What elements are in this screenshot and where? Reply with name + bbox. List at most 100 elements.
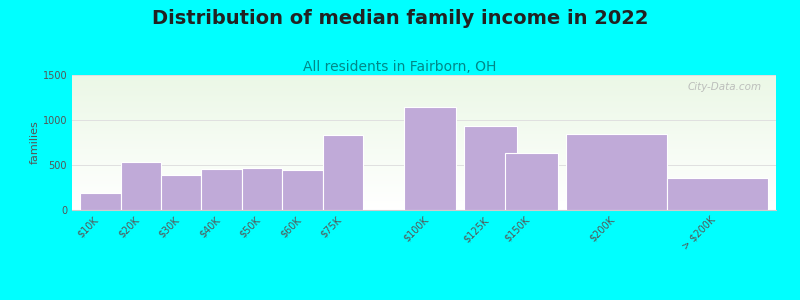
Bar — [72, 110, 776, 111]
Bar — [72, 97, 776, 98]
Bar — [72, 178, 776, 179]
Bar — [72, 209, 776, 210]
Bar — [72, 202, 776, 203]
Bar — [323, 135, 363, 210]
Bar — [72, 134, 776, 135]
Bar — [72, 177, 776, 178]
Bar — [72, 207, 776, 208]
Bar — [72, 158, 776, 159]
Bar — [72, 108, 776, 109]
Bar — [72, 126, 776, 127]
Bar — [72, 132, 776, 133]
Bar — [72, 104, 776, 105]
Text: All residents in Fairborn, OH: All residents in Fairborn, OH — [303, 60, 497, 74]
Bar — [72, 166, 776, 167]
Bar — [72, 205, 776, 206]
Bar — [72, 91, 776, 92]
Bar — [72, 118, 776, 119]
Bar — [72, 77, 776, 78]
Bar — [72, 119, 776, 120]
Bar — [72, 148, 776, 149]
Bar — [72, 147, 776, 148]
Bar — [72, 75, 776, 76]
Bar — [72, 170, 776, 171]
Y-axis label: families: families — [30, 121, 40, 164]
Bar — [72, 189, 776, 190]
Bar — [72, 80, 776, 81]
Bar — [72, 95, 776, 96]
Bar — [72, 181, 776, 182]
Bar — [72, 90, 776, 91]
Bar — [72, 187, 776, 188]
Bar — [80, 193, 121, 210]
Bar — [72, 143, 776, 144]
Bar — [72, 103, 776, 104]
Bar — [72, 200, 776, 201]
Bar — [72, 180, 776, 181]
Bar — [72, 194, 776, 195]
Text: City-Data.com: City-Data.com — [688, 82, 762, 92]
Bar — [72, 183, 776, 184]
Bar — [161, 175, 202, 210]
Bar — [72, 100, 776, 101]
Bar — [72, 124, 776, 125]
Bar — [72, 125, 776, 126]
Bar — [72, 127, 776, 128]
Bar — [72, 112, 776, 113]
Bar — [72, 82, 776, 83]
Bar — [72, 76, 776, 77]
Bar — [72, 78, 776, 79]
Bar — [72, 135, 776, 136]
Bar — [72, 204, 776, 205]
Bar — [72, 197, 776, 198]
Bar — [72, 120, 776, 121]
Bar — [72, 192, 776, 193]
Bar — [72, 83, 776, 84]
Bar — [72, 84, 776, 85]
Bar — [72, 174, 776, 175]
Bar — [242, 168, 282, 210]
Bar — [72, 88, 776, 89]
Bar — [72, 149, 776, 150]
Bar — [72, 140, 776, 141]
Bar — [72, 115, 776, 116]
Bar — [72, 198, 776, 199]
Bar — [72, 96, 776, 97]
Bar — [282, 169, 323, 210]
Bar — [72, 163, 776, 164]
Bar — [72, 133, 776, 134]
Bar — [72, 172, 776, 173]
Bar — [72, 85, 776, 86]
Bar — [465, 126, 517, 210]
Bar — [72, 123, 776, 124]
Bar — [666, 178, 768, 210]
Bar — [72, 99, 776, 100]
Bar — [72, 87, 776, 88]
Bar — [72, 94, 776, 95]
Bar — [72, 139, 776, 140]
Bar — [72, 141, 776, 142]
Bar — [72, 89, 776, 90]
Bar — [72, 82, 776, 83]
Bar — [72, 130, 776, 131]
Bar — [72, 138, 776, 139]
Bar — [72, 150, 776, 151]
Bar — [72, 199, 776, 200]
Bar — [72, 153, 776, 154]
Bar — [72, 86, 776, 87]
Bar — [72, 196, 776, 197]
Bar — [72, 156, 776, 157]
Bar — [72, 109, 776, 110]
Bar — [72, 79, 776, 80]
Bar — [72, 186, 776, 187]
Bar — [72, 169, 776, 170]
Bar — [72, 188, 776, 189]
Bar — [72, 193, 776, 194]
Bar — [72, 105, 776, 106]
Bar — [72, 165, 776, 166]
Bar — [72, 101, 776, 102]
Bar — [72, 107, 776, 108]
Bar — [72, 203, 776, 204]
Bar — [72, 191, 776, 192]
Bar — [72, 144, 776, 145]
